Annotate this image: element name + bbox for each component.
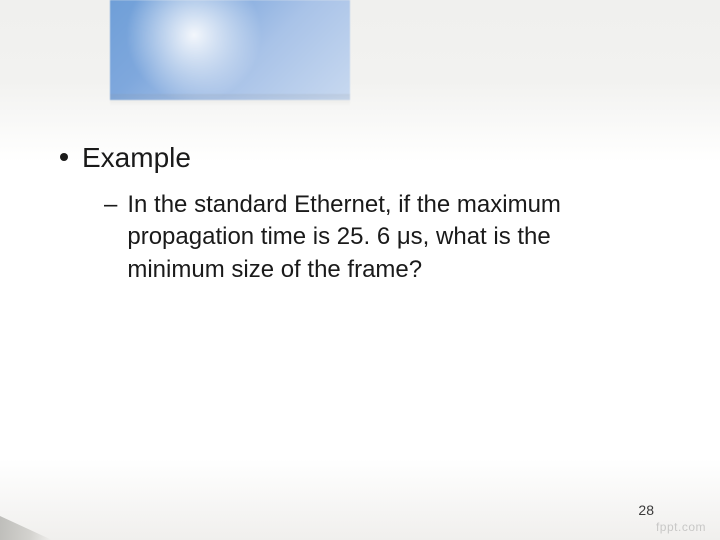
bullet-level2-text: In the standard Ethernet, if the maximum… (127, 189, 607, 286)
slide: Example – In the standard Ethernet, if t… (0, 0, 720, 540)
bullet-dash-icon: – (104, 189, 117, 221)
page-number: 28 (638, 502, 654, 518)
header-accent-band (110, 0, 350, 100)
bullet-level1-text: Example (82, 140, 191, 175)
slide-content: Example – In the standard Ethernet, if t… (60, 140, 660, 286)
corner-accent (0, 516, 52, 540)
bullet-level1: Example (60, 140, 660, 175)
watermark: fppt.com (656, 520, 706, 534)
bullet-dot-icon (60, 153, 68, 161)
bullet-level2: – In the standard Ethernet, if the maxim… (104, 189, 660, 286)
